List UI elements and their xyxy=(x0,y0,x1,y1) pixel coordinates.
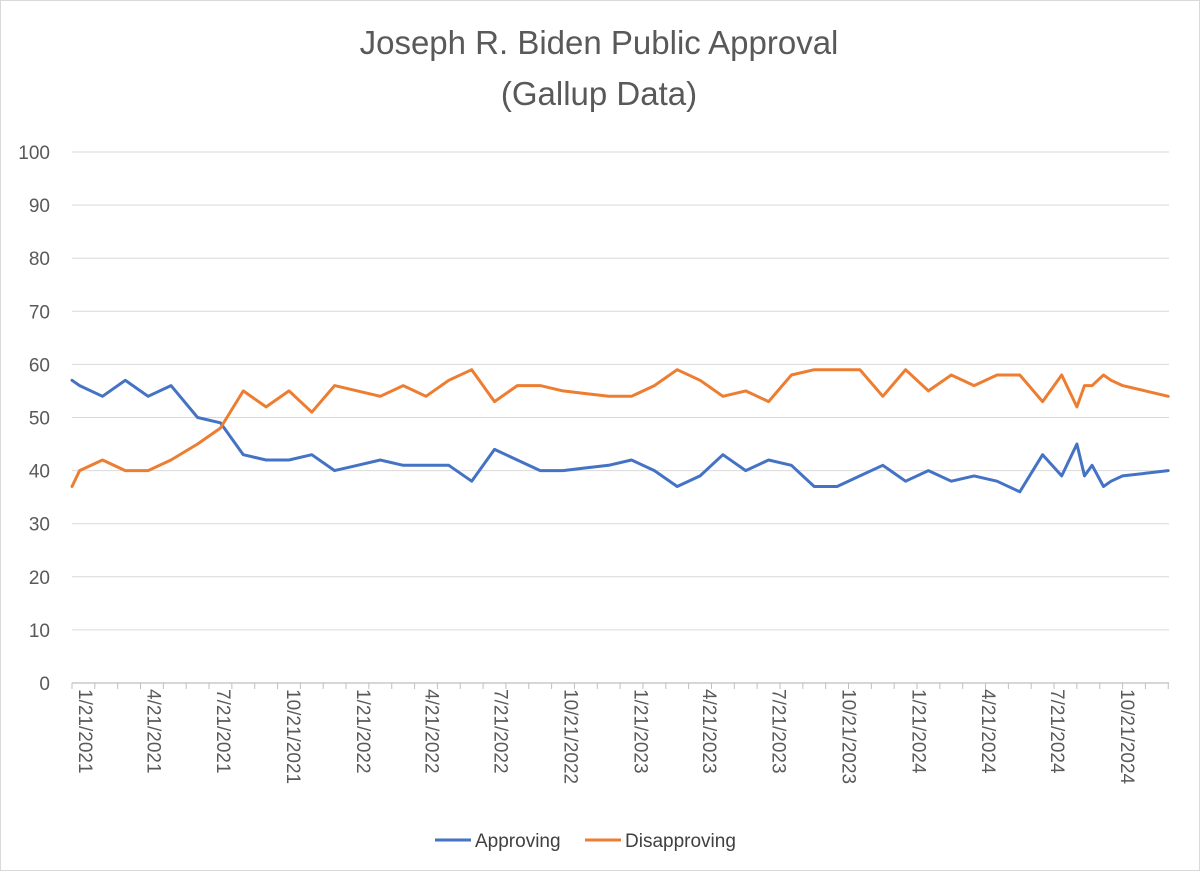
x-tick-label: 4/21/2024 xyxy=(977,689,998,774)
x-tick-label: 1/21/2024 xyxy=(908,689,929,774)
y-tick-label: 0 xyxy=(39,674,50,695)
y-tick-label: 30 xyxy=(29,515,50,536)
x-tick-label: 1/21/2021 xyxy=(74,689,95,774)
x-tick-label: 1/21/2023 xyxy=(630,689,651,774)
gridlines xyxy=(72,151,1169,631)
x-tick-label: 7/21/2024 xyxy=(1046,689,1067,774)
y-tick-label: 10 xyxy=(29,621,50,642)
y-tick-label: 40 xyxy=(29,462,50,483)
x-tick-label: 4/21/2021 xyxy=(143,689,164,774)
x-tick-label: 1/21/2022 xyxy=(352,689,373,774)
x-tick-label: 4/21/2023 xyxy=(698,689,719,774)
x-tick-label: 7/21/2021 xyxy=(212,689,233,774)
series-lines xyxy=(70,368,1170,494)
chart-title-line-1: Joseph R. Biden Public Approval xyxy=(360,24,839,61)
chart-title-line-2: (Gallup Data) xyxy=(501,75,697,112)
x-tick-label: 7/21/2022 xyxy=(490,689,511,774)
y-tick-label: 90 xyxy=(29,196,50,217)
x-tick-label: 10/21/2023 xyxy=(838,689,859,784)
series-line-disapproving xyxy=(70,368,1170,488)
x-tick-label: 7/21/2023 xyxy=(768,689,789,774)
x-tick-label: 10/21/2021 xyxy=(282,689,303,784)
y-tick-label: 70 xyxy=(29,302,50,323)
y-tick-label: 60 xyxy=(29,355,50,376)
legend-label-approving: Approving xyxy=(475,831,561,852)
x-axis: 1/21/2021 4/21/2021 7/21/2021 10/21/2021 1/2… xyxy=(71,682,1169,785)
legend: Approving Disapproving xyxy=(435,831,736,852)
x-tick-label: 10/21/2022 xyxy=(560,689,581,784)
y-tick-label: 20 xyxy=(29,568,50,589)
x-tick-label: 10/21/2024 xyxy=(1116,689,1137,785)
y-tick-label: 100 xyxy=(18,143,50,164)
y-tick-label: 80 xyxy=(29,249,50,270)
legend-label-disapproving: Disapproving xyxy=(625,831,736,852)
series-line-approving xyxy=(70,378,1170,494)
y-tick-label: 50 xyxy=(29,409,50,430)
x-tick-label: 4/21/2022 xyxy=(420,689,441,774)
y-axis: 0 10 20 30 40 50 60 70 80 90 100 xyxy=(18,143,50,695)
